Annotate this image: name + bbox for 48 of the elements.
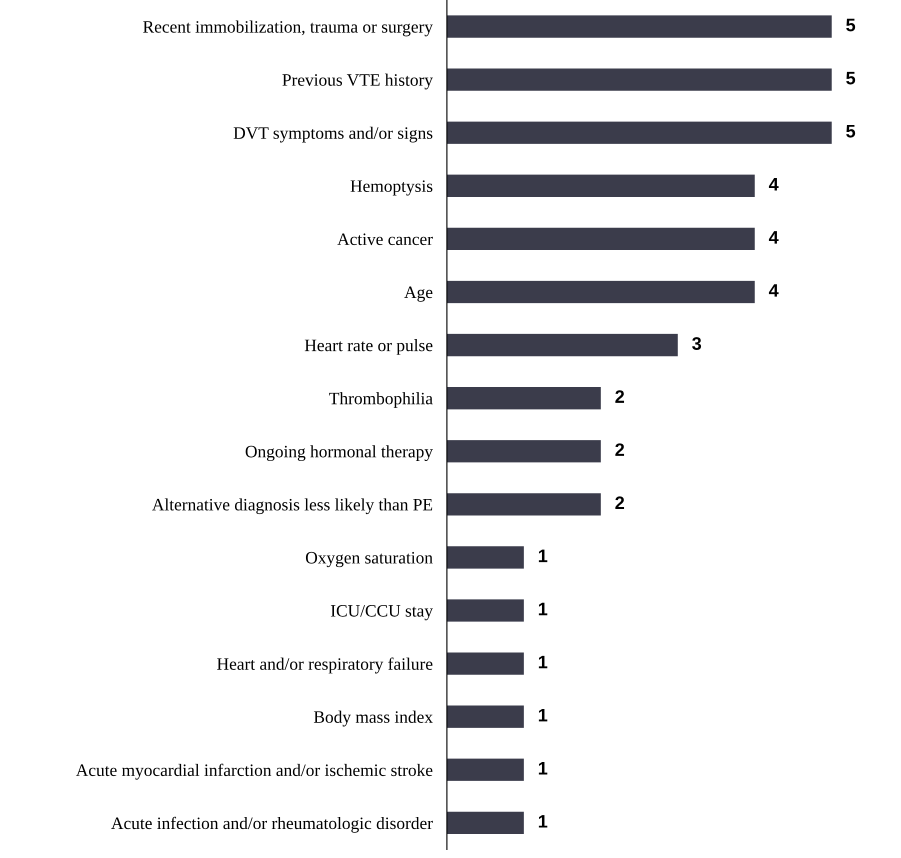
bar bbox=[446, 599, 524, 622]
bar bbox=[446, 122, 832, 144]
bar bbox=[446, 15, 832, 38]
bar bbox=[446, 68, 832, 91]
bar bbox=[446, 334, 678, 356]
y-tick-label: DVT symptoms and/or signs bbox=[234, 126, 432, 142]
data-label: 2 bbox=[615, 496, 624, 510]
y-tick-label: Oxygen saturation bbox=[306, 552, 433, 568]
bar bbox=[446, 387, 601, 410]
bar bbox=[446, 493, 601, 516]
y-tick-label: Thrombophilia bbox=[329, 392, 433, 408]
bar bbox=[446, 652, 524, 675]
data-label: 5 bbox=[846, 72, 856, 84]
y-tick-label: Body mass index bbox=[314, 710, 433, 726]
bar bbox=[446, 546, 524, 569]
data-label: 2 bbox=[615, 390, 624, 403]
bar bbox=[446, 228, 755, 250]
y-tick-label: Hemoptysis bbox=[350, 180, 432, 196]
bar bbox=[446, 812, 524, 834]
data-label: 4 bbox=[768, 178, 779, 190]
bar bbox=[446, 758, 524, 781]
data-label: 1 bbox=[538, 708, 548, 722]
data-label: 5 bbox=[846, 18, 856, 32]
y-tick-label: Active cancer bbox=[337, 233, 433, 246]
y-tick-label: Recent immobilization, trauma or surgery bbox=[143, 20, 433, 36]
data-label: 1 bbox=[538, 550, 548, 562]
bar bbox=[446, 280, 755, 304]
data-label: 1 bbox=[538, 602, 548, 616]
y-tick-label: Ongoing hormonal therapy bbox=[246, 445, 433, 462]
data-label: 3 bbox=[692, 337, 702, 350]
bar bbox=[446, 174, 755, 197]
y-tick-label: Heart and/or respiratory failure bbox=[217, 658, 432, 674]
y-tick-label: Heart rate or pulse bbox=[304, 339, 432, 355]
y-tick-label: Acute myocardial infarction and/or ischemic stroke bbox=[76, 764, 432, 780]
y-tick-label: Alternative diagnosis less likely than PE bbox=[152, 498, 432, 514]
y-tick-label: Age bbox=[404, 286, 432, 302]
bar bbox=[446, 440, 601, 462]
data-label: 1 bbox=[538, 762, 548, 774]
data-label: 2 bbox=[615, 443, 624, 456]
data-label: 1 bbox=[538, 656, 548, 668]
y-tick-label: Previous VTE history bbox=[282, 74, 433, 90]
data-label: 4 bbox=[768, 284, 779, 297]
data-label: 5 bbox=[846, 124, 856, 138]
data-label: 1 bbox=[538, 815, 548, 828]
y-tick-label: Acute infection and/or rheumatologic disorder bbox=[111, 816, 433, 833]
y-tick-label: ICU/CCU stay bbox=[330, 605, 433, 620]
bar bbox=[446, 706, 524, 728]
data-label: 4 bbox=[768, 231, 779, 244]
